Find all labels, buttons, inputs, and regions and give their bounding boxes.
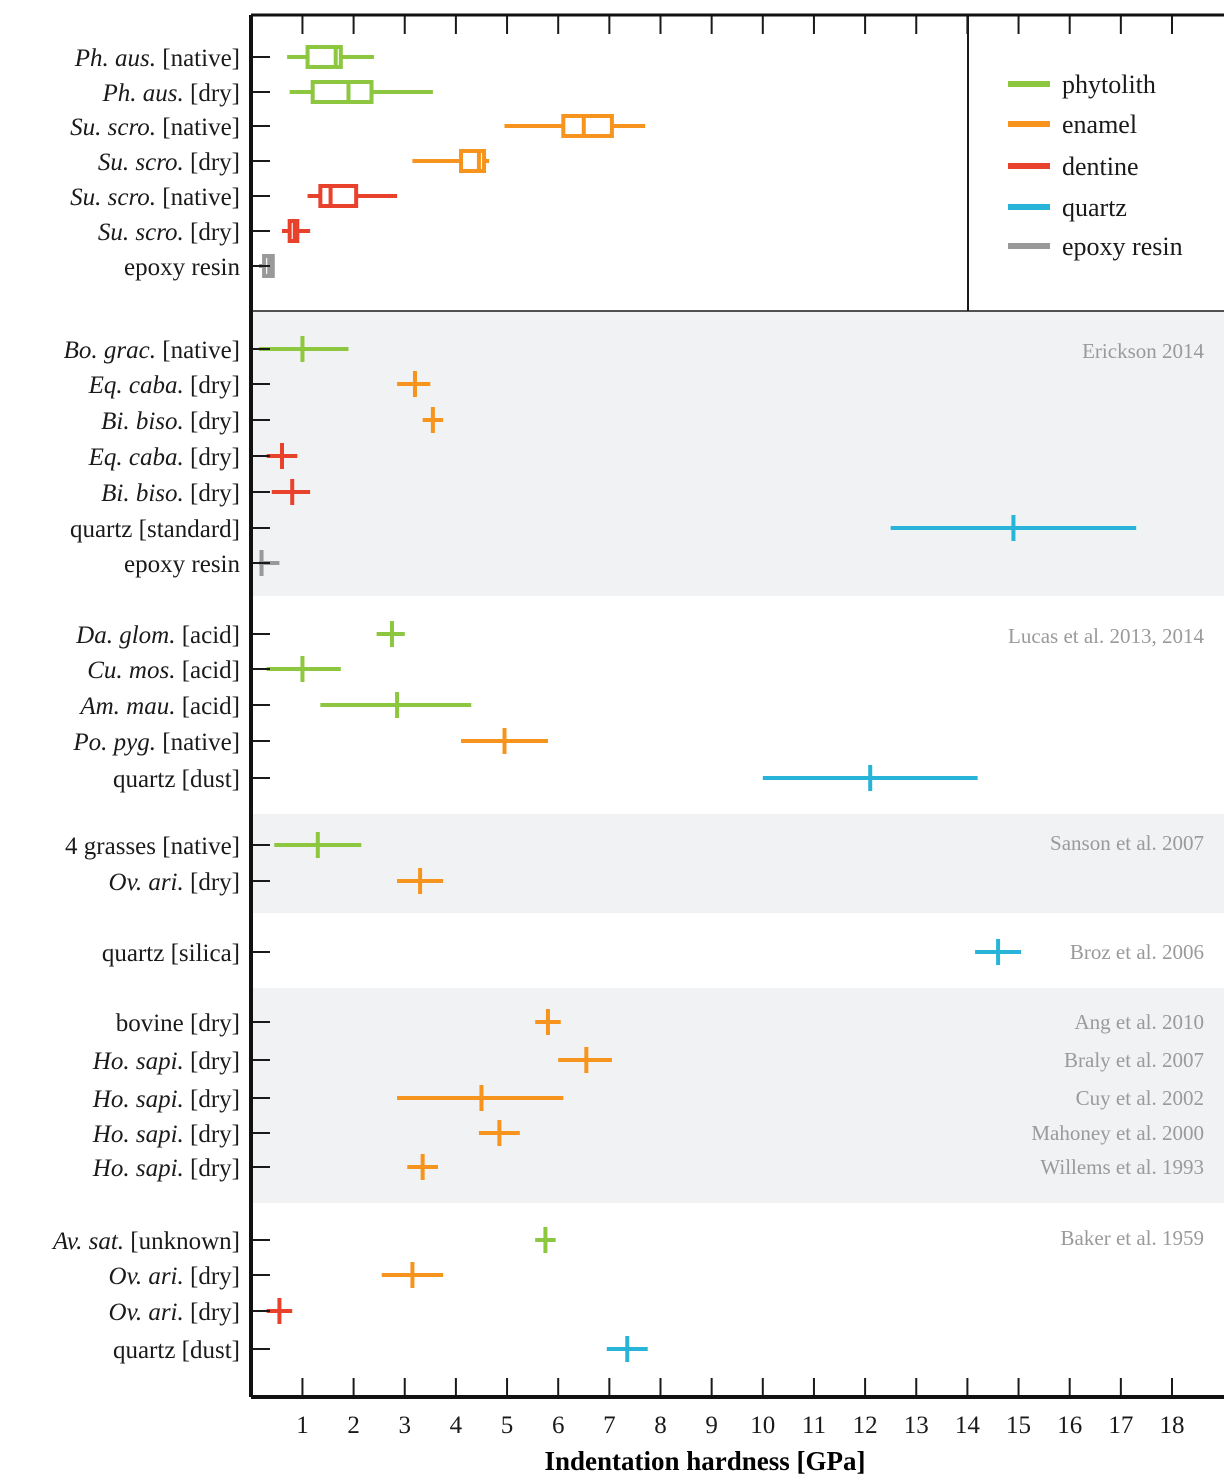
source-label: Mahoney et al. 2000 xyxy=(1031,1121,1204,1145)
legend-label: phytolith xyxy=(1062,70,1156,99)
x-tick-label: 8 xyxy=(654,1412,667,1439)
row-label: 4 grasses [native] xyxy=(65,833,240,860)
x-tick-label: 14 xyxy=(955,1412,981,1439)
row-label: quartz [dust] xyxy=(113,766,240,793)
source-label: Sanson et al. 2007 xyxy=(1050,831,1204,855)
row-label: Ov. ari. [dry] xyxy=(109,1263,240,1290)
source-label: Willems et al. 1993 xyxy=(1040,1155,1204,1179)
x-tick-label: 2 xyxy=(347,1412,360,1439)
row-label: Eq. caba. [dry] xyxy=(88,444,240,471)
x-tick-label: 13 xyxy=(904,1412,929,1439)
legend-label: enamel xyxy=(1062,110,1137,139)
row-label: Ov. ari. [dry] xyxy=(109,1299,240,1326)
row-label: quartz [standard] xyxy=(70,516,240,543)
legend: phytolith enamel dentine quartz epoxy resin xyxy=(251,15,1224,311)
row-label: Ph. aus. [native] xyxy=(74,45,240,72)
source-label: Ang et al. 2010 xyxy=(1075,1010,1204,1034)
x-tick-label: 17 xyxy=(1108,1412,1133,1439)
x-tick-label: 18 xyxy=(1160,1412,1185,1439)
x-tick-label: 10 xyxy=(750,1412,775,1439)
box xyxy=(320,186,356,206)
row-label: epoxy resin xyxy=(124,254,240,281)
x-tick-label: 16 xyxy=(1057,1412,1082,1439)
row-label: Ho. sapi. [dry] xyxy=(92,1048,240,1075)
box xyxy=(313,82,372,102)
row-label: Po. pyg. [native] xyxy=(72,729,240,756)
source-label: Erickson 2014 xyxy=(1082,339,1204,363)
x-tick-label: 4 xyxy=(450,1412,463,1439)
x-tick-label: 9 xyxy=(705,1412,718,1439)
row-label: Ph. aus. [dry] xyxy=(102,80,240,107)
x-tick-label: 1 xyxy=(296,1412,309,1439)
row-label: Am. mau. [acid] xyxy=(78,693,240,720)
legend-label: epoxy resin xyxy=(1062,232,1183,261)
row-label: Ho. sapi. [dry] xyxy=(92,1155,240,1182)
x-tick-label: 15 xyxy=(1006,1412,1031,1439)
row-label: Ho. sapi. [dry] xyxy=(92,1121,240,1148)
x-tick-label: 7 xyxy=(603,1412,616,1439)
row-label: Av. sat. [unknown] xyxy=(51,1228,240,1255)
box xyxy=(563,116,612,136)
row-label: epoxy resin xyxy=(124,551,240,578)
group-band-shaded xyxy=(251,814,1224,913)
source-label: Baker et al. 1959 xyxy=(1061,1226,1204,1250)
row-label: Bi. biso. [dry] xyxy=(101,480,240,507)
source-label: Broz et al. 2006 xyxy=(1070,940,1204,964)
source-label: Cuy et al. 2002 xyxy=(1076,1086,1204,1110)
row-label: Su. scro. [dry] xyxy=(98,149,240,176)
source-label: Braly et al. 2007 xyxy=(1064,1048,1204,1072)
source-label: Lucas et al. 2013, 2014 xyxy=(1008,624,1204,648)
row-label: Ho. sapi. [dry] xyxy=(92,1086,240,1113)
row-label: Su. scro. [dry] xyxy=(98,219,240,246)
x-axis: 1 2 3 4 5 6 7 8 9 10 11 12 13 14 15 16 17 18 xyxy=(251,15,1185,1439)
x-tick-label: 12 xyxy=(853,1412,878,1439)
row-label: quartz [dust] xyxy=(113,1337,240,1364)
group-band-shaded xyxy=(251,311,1224,596)
row-label: bovine [dry] xyxy=(116,1010,240,1037)
row-label: Bi. biso. [dry] xyxy=(101,408,240,435)
row-label: Su. scro. [native] xyxy=(70,184,240,211)
row-label: quartz [silica] xyxy=(102,940,240,967)
legend-label: dentine xyxy=(1062,152,1139,181)
x-tick-label: 5 xyxy=(501,1412,514,1439)
legend-label: quartz xyxy=(1062,193,1127,222)
x-tick-label: 11 xyxy=(802,1412,826,1439)
row-label: Cu. mos. [acid] xyxy=(87,657,240,684)
row-label: Bo. grac. [native] xyxy=(64,337,240,364)
x-axis-title: Indentation hardness [GPa] xyxy=(544,1446,865,1476)
row-label: Su. scro. [native] xyxy=(70,114,240,141)
row-label: Ov. ari. [dry] xyxy=(109,869,240,896)
row-label: Da. glom. [acid] xyxy=(75,622,240,649)
x-tick-label: 3 xyxy=(399,1412,412,1439)
row-label: Eq. caba. [dry] xyxy=(88,372,240,399)
x-tick-label: 6 xyxy=(552,1412,565,1439)
